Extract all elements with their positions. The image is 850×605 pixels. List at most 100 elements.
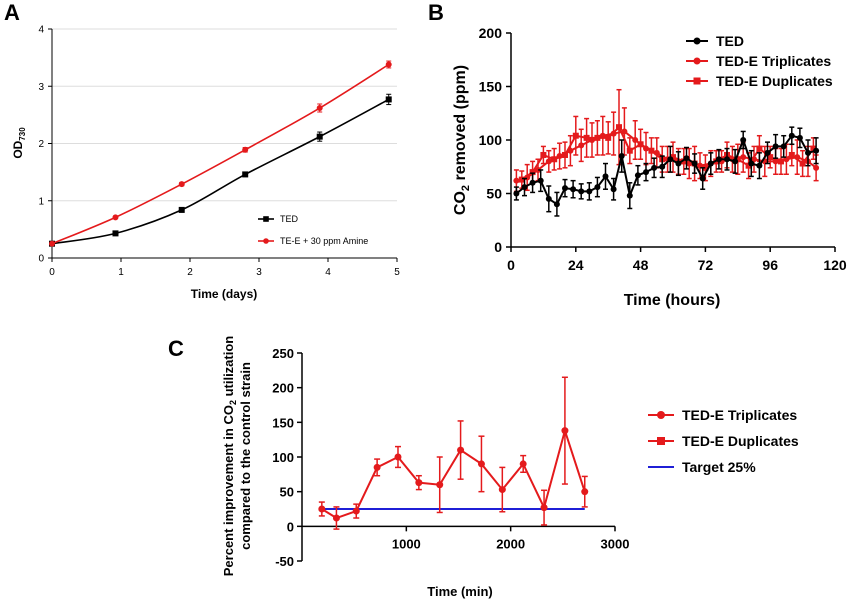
chart-b-legend-label: TED-E Duplicates <box>716 73 833 89</box>
chart-c-xtick-label: 3000 <box>601 536 630 551</box>
chart-c-xtick-label: 1000 <box>392 536 421 551</box>
chart-a-point <box>242 146 249 153</box>
chart-a-series-line-1 <box>51 63 390 245</box>
chart-b-legend-marker <box>693 37 701 45</box>
chart-b-point <box>699 175 706 182</box>
chart-b-legend-marker <box>693 77 701 85</box>
chart-b-point <box>675 160 682 167</box>
chart-b-point <box>715 156 722 163</box>
chart-b-point <box>553 201 560 208</box>
chart-b-point <box>578 142 585 149</box>
chart-c-ytick-label: 250 <box>272 346 294 361</box>
chart-c-ytick-label: 0 <box>287 519 294 534</box>
chart-b-ylabel-post: removed (ppm) <box>452 65 469 185</box>
chart-c-xlabel: Time (min) <box>427 584 493 599</box>
chart-a-point <box>112 230 119 237</box>
chart-b-point <box>740 154 747 161</box>
chart-b-point <box>778 158 784 165</box>
chart-b-xtick-label: 120 <box>823 257 847 273</box>
chart-b-ytick-label: 200 <box>479 25 503 41</box>
chart-b-point <box>562 151 568 158</box>
chart-b-point <box>602 173 609 180</box>
chart-c-point <box>352 507 360 515</box>
chart-a-point <box>316 105 323 112</box>
chart-b-point <box>794 154 801 161</box>
chart-b-point <box>537 177 544 184</box>
chart-c-ylabel-line1-post: utilization <box>221 336 236 400</box>
chart-a-point <box>112 214 119 221</box>
chart-b-point <box>605 134 612 141</box>
chart-b-point <box>756 162 763 169</box>
chart-c-legend-label: TED-E Triplicates <box>682 407 797 423</box>
chart-b-point <box>545 158 552 165</box>
chart-c-ytick-label: 50 <box>280 485 294 500</box>
chart-b-point <box>680 158 687 165</box>
panel-letter-b: B <box>428 0 444 25</box>
chart-b-point <box>570 186 577 193</box>
chart-a-series-line-0 <box>51 98 390 245</box>
chart-b-point <box>805 149 811 156</box>
chart-b-point <box>521 184 528 191</box>
chart-b-point <box>788 132 795 139</box>
chart-a-legend-label: TED <box>280 214 299 224</box>
chart-b-xtick-label: 24 <box>568 257 584 273</box>
chart-a-ylabel: OD730 <box>11 127 27 159</box>
chart-b-point <box>651 164 658 171</box>
chart-b-point <box>732 158 739 165</box>
chart-b-point <box>659 163 666 170</box>
chart-c-series-line-0 <box>321 427 586 520</box>
chart-a-xtick-label: 0 <box>49 267 55 278</box>
chart-b-point <box>788 151 795 158</box>
chart-b-point <box>653 149 660 156</box>
chart-b-point <box>707 160 714 167</box>
chart-b-point <box>767 154 774 161</box>
chart-a-point <box>242 171 249 178</box>
chart-b-point <box>583 134 590 141</box>
chart-a-xtick-label: 1 <box>118 267 124 278</box>
chart-c-ytick-label: 200 <box>272 381 294 396</box>
chart-a-ytick-label: 4 <box>38 25 44 36</box>
chart-b-xtick-label: 48 <box>633 257 649 273</box>
chart-a-legend-marker <box>263 216 269 222</box>
chart-b-ylabel-pre: CO <box>452 191 469 215</box>
chart-c-point <box>561 427 569 435</box>
chart-b-point <box>513 190 520 197</box>
chart-a-ytick-label: 3 <box>38 82 44 93</box>
chart-b-point <box>632 137 639 143</box>
chart-b: Time (hours) CO2 removed (ppm) 0 50 100 150… <box>452 25 847 309</box>
chart-b-point <box>626 147 633 154</box>
chart-b-point <box>567 147 574 154</box>
chart-b-point <box>780 143 787 150</box>
chart-a-legend-marker <box>263 238 269 244</box>
chart-c-xtick-label: 2000 <box>496 536 525 551</box>
chart-b-point <box>610 186 617 193</box>
chart-b-point <box>756 145 763 152</box>
chart-b-point <box>545 195 552 202</box>
chart-b-point <box>578 188 585 195</box>
chart-b-point <box>599 132 606 139</box>
chart-c-point <box>436 481 444 489</box>
chart-b-point <box>540 151 547 158</box>
chart-a-point <box>178 181 185 188</box>
chart-b-point <box>796 134 803 141</box>
chart-a-xtick-label: 3 <box>256 267 262 278</box>
chart-c-ylabel-line1: Percent improvement in CO2 utilization <box>221 336 238 577</box>
chart-c-ylabel-line1-pre: Percent improvement in CO <box>221 405 236 576</box>
chart-b-point <box>643 145 649 152</box>
chart-c-ytick-label: 150 <box>272 415 294 430</box>
chart-c-point <box>415 479 423 487</box>
chart-b-point <box>610 130 617 137</box>
chart-c-point <box>540 504 548 512</box>
chart-b-point <box>667 156 674 163</box>
chart-b-point <box>751 156 757 163</box>
chart-a-xtick-label: 2 <box>187 267 193 278</box>
chart-a-legend-label: TE-E + 30 ppm Amine <box>280 236 368 246</box>
chart-b-point <box>772 158 779 165</box>
chart-a-xtick-label: 4 <box>325 267 331 278</box>
chart-b-point <box>810 145 817 152</box>
chart-b-point <box>589 137 595 143</box>
chart-a-point <box>178 206 185 213</box>
chart-a-point <box>49 240 55 247</box>
chart-c-point <box>519 460 527 468</box>
